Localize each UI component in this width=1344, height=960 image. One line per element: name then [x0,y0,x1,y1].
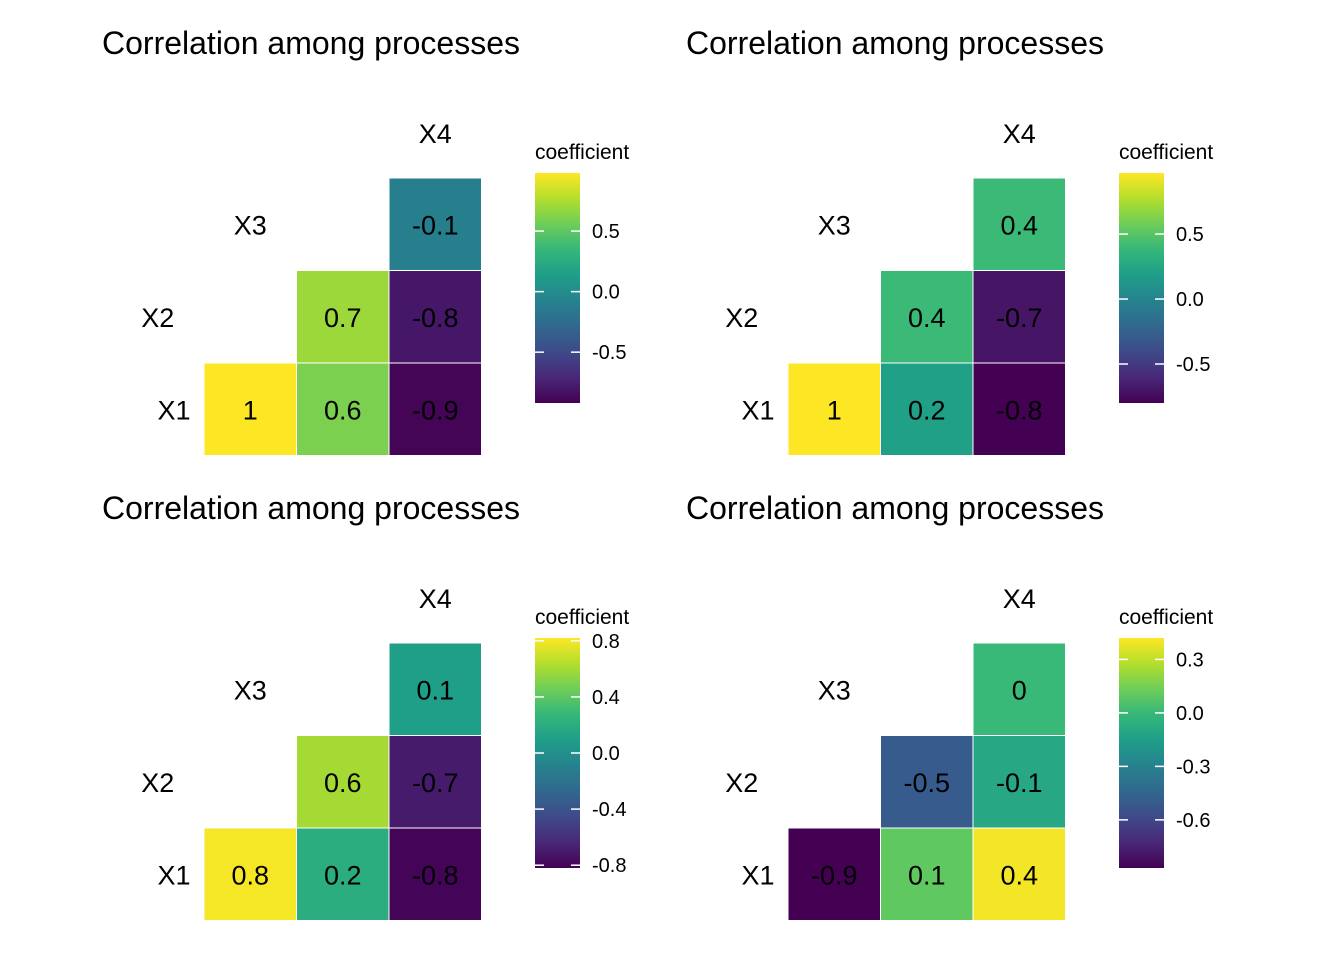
legend-colorbar [1119,173,1164,403]
cell-value-label: -0.8 [412,303,459,333]
heatmap-cell [787,362,881,456]
legend-title: coefficient [535,141,629,164]
variable-label: X4 [419,119,452,149]
cell-value-label: 0.4 [908,303,946,333]
cell-value-label: 0.6 [324,768,362,798]
color-legend: coefficient 0.3 0.0 -0.3 -0.6 [1119,606,1213,868]
variable-label: X3 [234,210,267,240]
legend-tick-label: 0.5 [592,221,620,243]
variable-label: X2 [141,768,174,798]
chart-title: Correlation among processes [102,25,520,61]
cell-value-label: -0.5 [903,768,950,798]
cell-value-label: -0.9 [412,395,459,425]
legend-tick-label: -0.6 [1176,810,1210,832]
legend-tick-label: -0.3 [1176,756,1210,778]
legend-title: coefficient [1119,606,1213,629]
heatmap-cell [296,362,390,456]
color-legend: coefficient 0.5 0.0 -0.5 [535,141,629,403]
legend-tick-label: -0.5 [592,342,626,364]
heatmap-cell [972,642,1066,736]
heatmap-cell [972,270,1066,364]
heatmap-cell [972,735,1066,829]
cell-value-label: -0.1 [412,210,459,240]
heatmap-cell [388,827,482,921]
legend-colorbar [1119,638,1164,868]
heatmap-cell [880,362,974,456]
cell-value-label: 0.4 [1000,860,1038,890]
legend-title: coefficient [535,606,629,629]
heatmap-cell [388,735,482,829]
cell-value-label: 0.4 [1000,210,1038,240]
variable-label: X1 [741,395,774,425]
heatmap-cell [880,270,974,364]
heatmap-cell [203,827,297,921]
variable-label: X3 [818,210,851,240]
cell-value-label: 0.2 [908,395,946,425]
cell-value-label: 0.8 [231,860,269,890]
variable-label: X3 [818,675,851,705]
heatmap-cell [296,270,390,364]
heatmap-cell [388,270,482,364]
heatmap-cell [880,827,974,921]
legend-tick-label: 0.3 [1176,649,1204,671]
legend-colorbar [535,173,580,403]
cell-value-label: -0.8 [996,395,1043,425]
chart-title: Correlation among processes [686,25,1104,61]
chart-title: Correlation among processes [686,490,1104,526]
legend-tick-label: 0.4 [592,687,620,709]
cell-value-label: 0.6 [324,395,362,425]
cell-value-label: -0.7 [996,303,1043,333]
heatmap-panel-3: Correlation among processes 0.8 0.2 -0.8 0.6… [102,490,629,921]
heatmap-cell [388,177,482,271]
variable-label: X4 [1003,584,1036,614]
legend-tick-label: -0.8 [592,855,626,877]
variable-label: X1 [157,860,190,890]
heatmap-cell [296,827,390,921]
heatmap-cell [388,642,482,736]
variable-label: X1 [741,860,774,890]
variable-label: X1 [157,395,190,425]
cell-value-label: -0.9 [811,860,858,890]
heatmap-cell [972,177,1066,271]
cell-value-label: 0.1 [416,675,454,705]
variable-label: X3 [234,675,267,705]
cell-value-label: 0.7 [324,303,362,333]
cell-value-label: 0.1 [908,860,946,890]
color-legend: coefficient 0.5 0.0 -0.5 [1119,141,1213,403]
cell-value-label: 1 [827,395,842,425]
cell-value-label: 0 [1012,675,1027,705]
variable-label: X4 [1003,119,1036,149]
heatmap-panel-2: Correlation among processes 1 0.2 -0.8 0.4 -0… [686,25,1213,456]
heatmap-cell [787,827,881,921]
cell-value-label: 1 [243,395,258,425]
heatmap-panel-4: Correlation among processes -0.9 0.1 0.4 -0.… [686,490,1213,921]
cell-value-label: -0.1 [996,768,1043,798]
legend-tick-label: -0.5 [1176,354,1210,376]
heatmap-cell [296,735,390,829]
heatmap-panel-1: Correlation among processes 1 0.6 -0.9 0.7 -0… [102,25,629,456]
chart-title: Correlation among processes [102,490,520,526]
cell-value-label: 0.2 [324,860,362,890]
heatmap-cell [972,827,1066,921]
heatmap-cell [203,362,297,456]
legend-tick-label: 0.0 [1176,703,1204,725]
legend-tick-label: 0.0 [1176,289,1204,311]
heatmap-cell [972,362,1066,456]
variable-label: X4 [419,584,452,614]
cell-value-label: -0.7 [412,768,459,798]
legend-tick-label: 0.5 [1176,224,1204,246]
variable-label: X2 [725,303,758,333]
variable-label: X2 [141,303,174,333]
legend-tick-label: 0.0 [592,282,620,304]
cell-value-label: -0.8 [412,860,459,890]
legend-title: coefficient [1119,141,1213,164]
legend-tick-label: -0.4 [592,799,626,821]
legend-tick-label: 0.8 [592,631,620,653]
variable-label: X2 [725,768,758,798]
legend-tick-label: 0.0 [592,743,620,765]
